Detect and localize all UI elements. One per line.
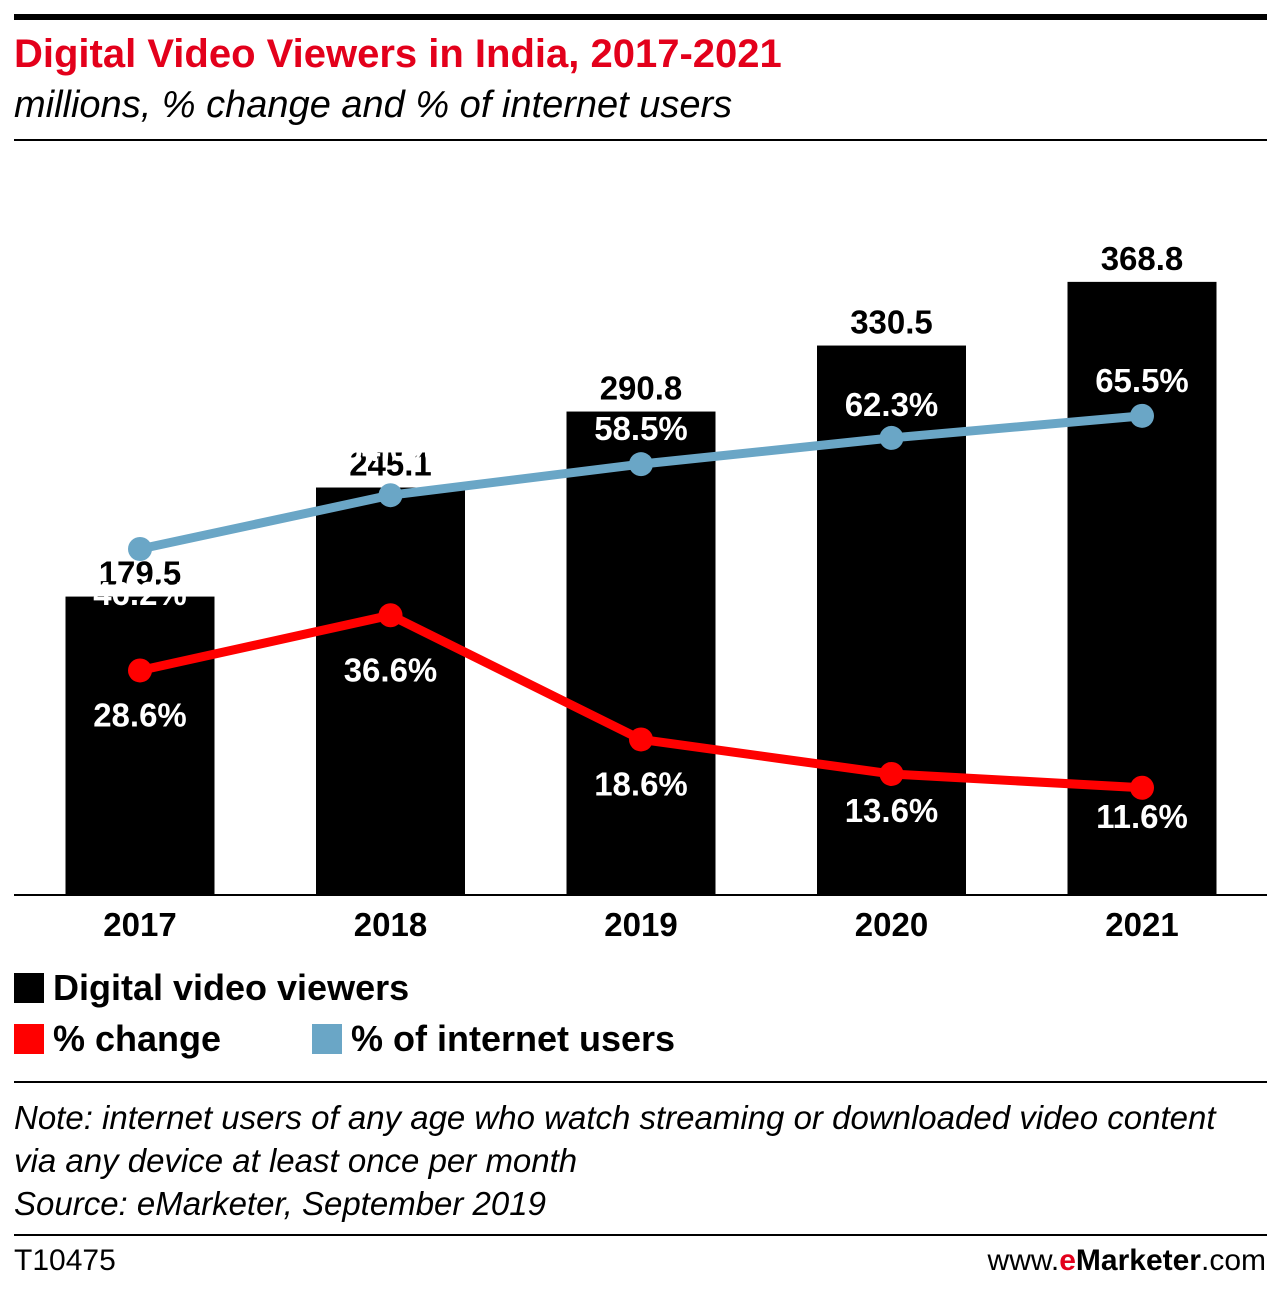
site-prefix: www. — [987, 1244, 1060, 1277]
internet-users-point-2020 — [879, 425, 904, 450]
legend-swatch-viewers — [14, 973, 44, 1003]
internet-users-label-2020: 62.3% — [845, 386, 939, 423]
chart-code: T10475 — [14, 1244, 116, 1277]
x-tick-label-2018: 2018 — [354, 906, 427, 943]
bar-label-2021: 368.8 — [1101, 240, 1184, 277]
pct-change-label-2020: 13.6% — [845, 792, 939, 829]
site-link[interactable]: www.eMarketer.com — [988, 1244, 1266, 1278]
legend-label-internet: % of internet users — [351, 1018, 676, 1059]
header-rule — [14, 139, 1267, 141]
legend-label-change: % change — [53, 1018, 222, 1059]
legend-label-viewers: Digital video viewers — [53, 967, 410, 1008]
note-text: Note: internet users of any age who watc… — [14, 1099, 1216, 1179]
x-tick-label-2017: 2017 — [103, 906, 176, 943]
x-tick-label-2019: 2019 — [604, 906, 677, 943]
pct-change-point-2018 — [378, 603, 403, 628]
internet-users-label-2019: 58.5% — [594, 410, 688, 447]
legend-item-internet: % of internet users — [312, 1018, 675, 1060]
site-brand: Marketer — [1075, 1244, 1201, 1277]
pct-change-point-2019 — [629, 727, 653, 752]
internet-users-point-2021 — [1130, 403, 1154, 428]
site-accent: e — [1059, 1244, 1076, 1277]
internet-users-label-2018: 54.0% — [344, 431, 438, 468]
internet-users-point-2019 — [629, 452, 653, 477]
x-tick-label-2020: 2020 — [855, 906, 928, 943]
footnote: Note: internet users of any age who watc… — [14, 1096, 1264, 1225]
internet-users-label-2021: 65.5% — [1095, 362, 1189, 399]
bar-2018 — [316, 487, 465, 895]
site-suffix: .com — [1200, 1244, 1266, 1277]
bar-2019 — [566, 411, 716, 895]
internet-users-point-2018 — [378, 483, 403, 508]
pct-change-label-2018: 36.6% — [344, 651, 438, 688]
legend-swatch-change — [14, 1024, 44, 1054]
bar-label-2020: 330.5 — [850, 304, 933, 341]
chart-subtitle: millions, % change and % of internet use… — [14, 84, 733, 126]
pct-change-point-2017 — [128, 658, 152, 683]
bar-2017 — [65, 596, 215, 895]
x-tick-label-2021: 2021 — [1105, 906, 1178, 943]
pct-change-label-2017: 28.6% — [93, 696, 187, 733]
bar-label-2018: 245.1 — [349, 446, 432, 483]
footer-rule — [14, 1081, 1267, 1083]
bottom-rule — [14, 1234, 1267, 1236]
top-rule — [14, 14, 1267, 20]
bar-label-2019: 290.8 — [600, 370, 683, 407]
internet-users-label-2017: 46.2% — [93, 575, 187, 612]
source-text: Source: eMarketer, September 2019 — [14, 1185, 546, 1222]
legend-item-viewers: Digital video viewers — [14, 967, 409, 1009]
legend-item-change: % change — [14, 1018, 221, 1060]
pct-change-label-2019: 18.6% — [594, 765, 688, 802]
pct-change-point-2021 — [1130, 775, 1154, 800]
pct-change-label-2021: 11.6% — [1096, 798, 1188, 835]
legend-swatch-internet — [312, 1024, 342, 1054]
internet-users-point-2017 — [128, 537, 152, 562]
pct-change-point-2020 — [879, 761, 904, 786]
chart-title: Digital Video Viewers in India, 2017-202… — [14, 32, 782, 76]
